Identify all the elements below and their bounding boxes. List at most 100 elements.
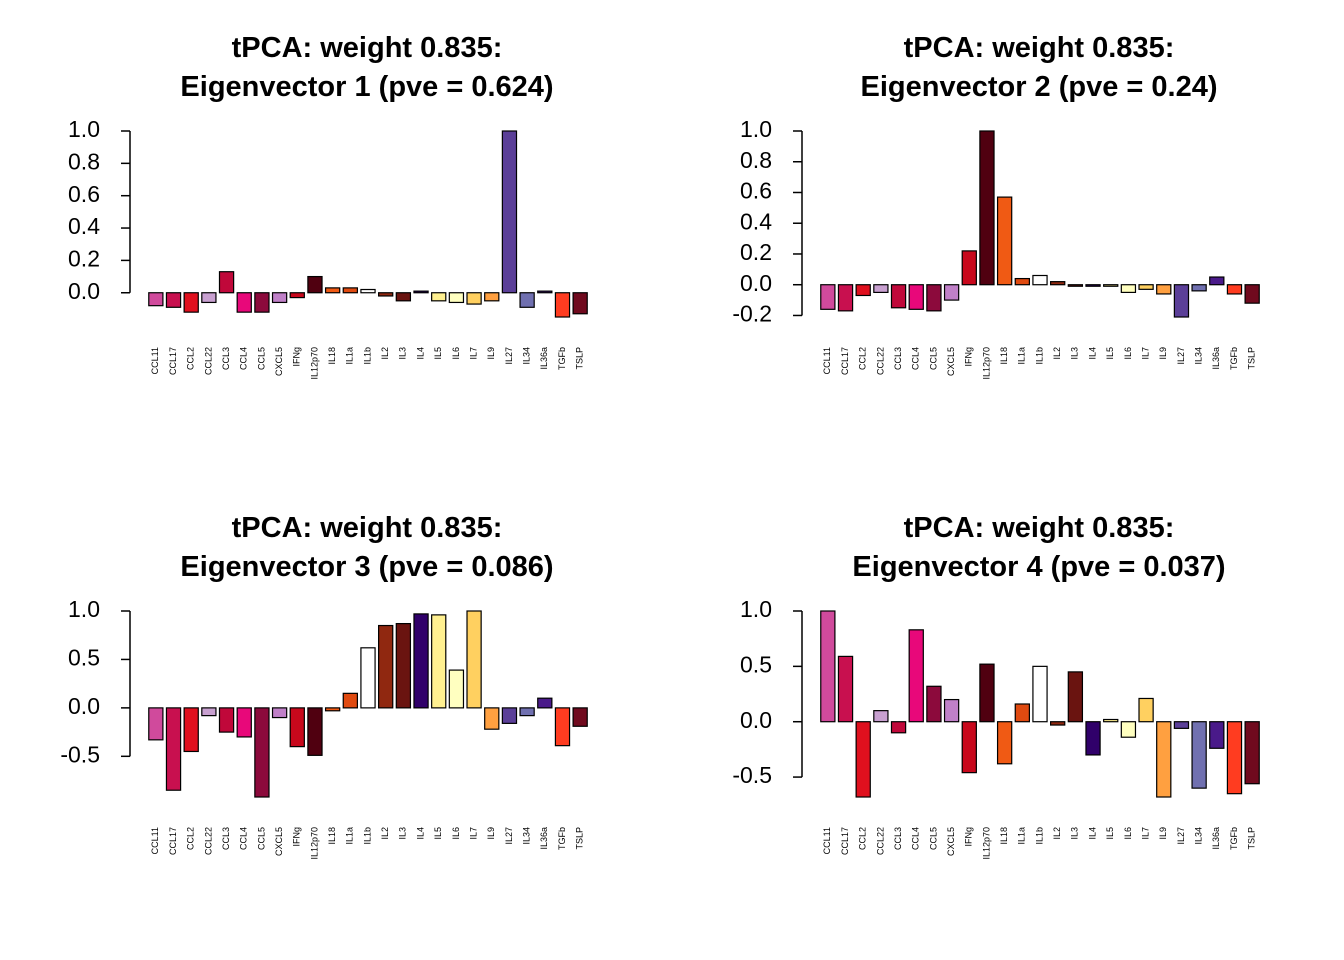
bar	[501, 707, 518, 724]
bar	[289, 707, 305, 748]
x-tick-label: CCL2	[858, 827, 868, 850]
x-tick-label: IFNg	[292, 827, 302, 847]
bar	[1244, 721, 1260, 785]
x-tick-label: IL36a	[539, 827, 549, 850]
x-tick-label: CCL3	[221, 347, 231, 370]
bar	[961, 250, 977, 286]
chart-title: tPCA: weight 0.835:	[904, 32, 1175, 64]
chart-title: Eigenvector 2 (pve = 0.24)	[860, 71, 1217, 103]
x-tick-label: TGFb	[557, 827, 567, 850]
x-tick-label: CCL4	[239, 827, 249, 850]
y-tick-label: 0.5	[740, 651, 772, 677]
bar	[324, 707, 341, 712]
x-tick-label: IL1b	[1034, 347, 1044, 365]
bar	[1209, 276, 1225, 286]
x-tick-label: IL2	[380, 827, 390, 840]
bar	[1085, 721, 1101, 756]
bar	[837, 284, 854, 312]
bar	[908, 629, 924, 723]
x-tick-label: CCL11	[150, 347, 160, 374]
bar	[979, 130, 995, 286]
bar	[413, 290, 429, 294]
y-tick-label: 0.8	[68, 148, 100, 174]
bar	[537, 290, 553, 294]
bar	[1032, 665, 1048, 723]
x-tick-label: IL18	[327, 827, 337, 845]
x-tick-label: CCL2	[858, 347, 868, 370]
bar	[395, 622, 412, 709]
x-tick-label: TSLP	[575, 827, 585, 850]
x-tick-label: IL1a	[1017, 827, 1027, 845]
bar	[961, 721, 977, 774]
bar	[183, 707, 199, 753]
y-tick-label: 0.5	[68, 645, 100, 671]
x-tick-label: IL12p70	[981, 347, 991, 380]
y-tick-label: 1.0	[740, 596, 772, 622]
bar	[1050, 721, 1066, 726]
x-tick-label: IFNg	[964, 827, 974, 847]
x-tick-label: IL12p70	[981, 827, 991, 860]
bar	[307, 707, 323, 756]
bar	[165, 292, 182, 308]
bar	[466, 610, 482, 709]
x-tick-label: IL4	[415, 347, 425, 360]
x-tick-label: IL5	[433, 827, 443, 840]
bar	[201, 707, 217, 717]
bar	[236, 292, 252, 313]
bar	[148, 292, 164, 307]
panel: tPCA: weight 0.835: Eigenvector 1 (pve = …	[68, 32, 588, 380]
bar	[943, 284, 960, 301]
x-tick-label: CCL22	[203, 827, 213, 855]
bar	[360, 647, 376, 709]
bar	[466, 292, 482, 305]
bar	[1032, 274, 1048, 286]
bar	[855, 284, 871, 297]
bar	[890, 721, 907, 734]
bar	[1138, 284, 1154, 290]
x-tick-label: IL34	[1193, 347, 1203, 365]
bar	[1138, 697, 1154, 723]
y-tick-label: 1.0	[68, 596, 100, 622]
bar	[926, 685, 942, 723]
bar	[890, 284, 907, 309]
x-tick-label: IL27	[504, 827, 514, 845]
x-tick-label: IL34	[1193, 827, 1203, 845]
x-tick-label: IL7	[1140, 347, 1150, 360]
x-tick-label: CCL4	[911, 347, 921, 370]
bar	[289, 292, 305, 299]
y-tick-label: 0.2	[740, 239, 772, 265]
x-tick-label: CCL5	[256, 827, 266, 850]
x-tick-label: IL9	[1158, 347, 1168, 360]
bar	[1085, 284, 1101, 287]
chart-title: Eigenvector 3 (pve = 0.086)	[180, 551, 553, 583]
bar	[218, 707, 235, 733]
x-tick-label: IL9	[486, 827, 496, 840]
x-tick-label: IL3	[1070, 347, 1080, 360]
x-tick-label: CCL11	[150, 827, 160, 854]
y-tick-label: 0.4	[740, 208, 772, 234]
x-tick-label: IL7	[468, 827, 478, 840]
x-tick-label: CCL4	[239, 347, 249, 370]
x-tick-label: CCL3	[221, 827, 231, 850]
y-tick-label: 0.0	[68, 693, 100, 719]
x-tick-label: IL7	[468, 347, 478, 360]
bar	[926, 284, 942, 312]
panel: tPCA: weight 0.835: Eigenvector 3 (pve = …	[60, 512, 588, 860]
x-tick-label: IL2	[1052, 347, 1062, 360]
x-tick-label: TGFb	[1229, 827, 1239, 850]
bar	[218, 271, 235, 294]
bar	[254, 292, 270, 313]
bar	[943, 698, 960, 723]
x-tick-label: IL5	[433, 347, 443, 360]
x-tick-label: IL1b	[362, 827, 372, 845]
x-tick-label: CCL5	[256, 347, 266, 370]
bar	[1050, 281, 1066, 286]
y-tick-label: 0.2	[68, 245, 100, 271]
x-tick-label: CCL17	[840, 347, 850, 375]
bar	[201, 292, 217, 304]
x-tick-label: IL5	[1105, 827, 1115, 840]
x-tick-label: CCL22	[875, 347, 885, 375]
x-tick-label: IL36a	[1211, 827, 1221, 850]
